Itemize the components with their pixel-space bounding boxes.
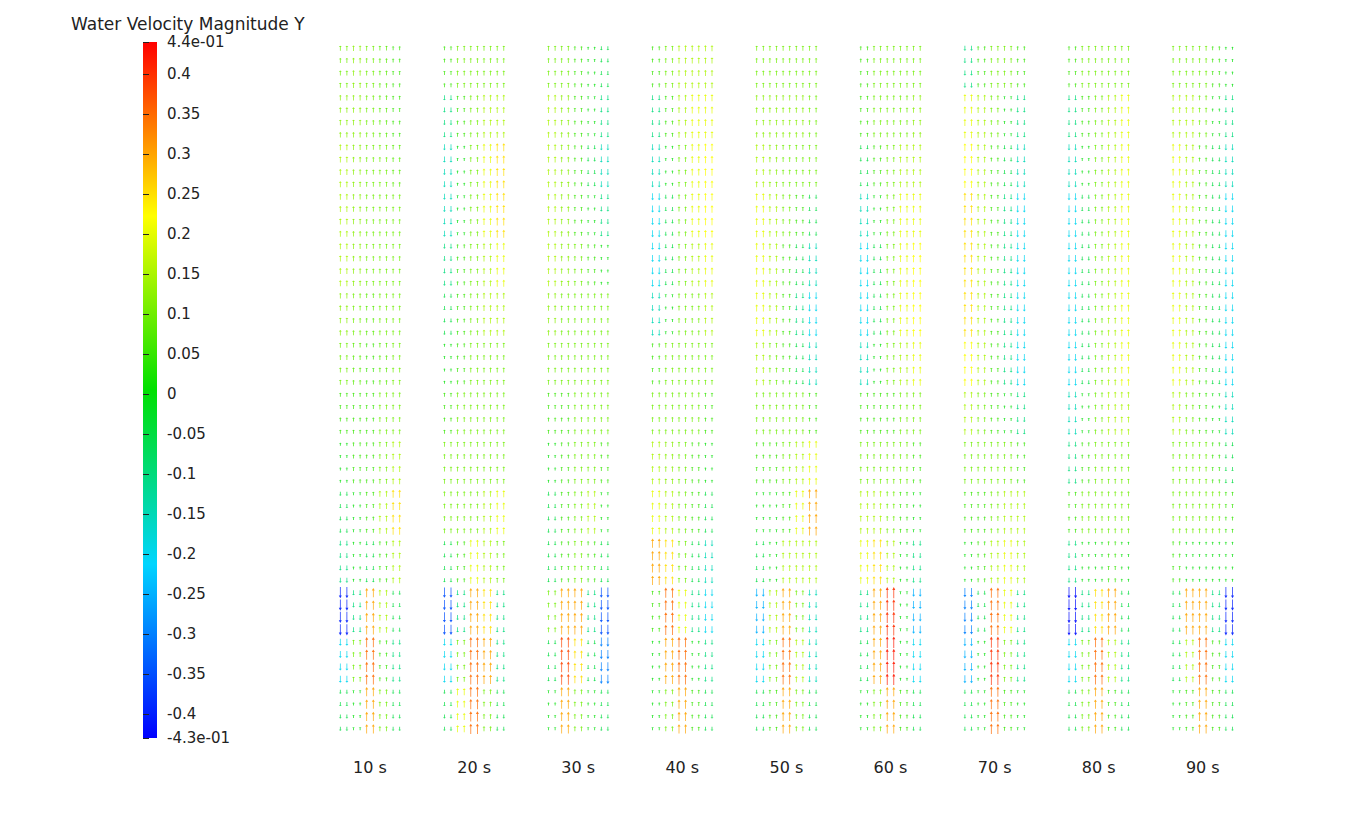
svg-text:4.4e-01: 4.4e-01 [167, 33, 225, 51]
svg-text:0.1: 0.1 [167, 305, 191, 323]
svg-text:40 s: 40 s [665, 758, 699, 777]
svg-text:0.3: 0.3 [167, 145, 191, 163]
svg-text:0.4: 0.4 [167, 65, 191, 83]
svg-text:-0.4: -0.4 [167, 705, 196, 723]
svg-text:0.25: 0.25 [167, 185, 200, 203]
svg-text:30 s: 30 s [561, 758, 595, 777]
svg-text:0.35: 0.35 [167, 105, 200, 123]
svg-text:0.05: 0.05 [167, 345, 200, 363]
svg-text:70 s: 70 s [978, 758, 1012, 777]
svg-text:-0.35: -0.35 [167, 665, 206, 683]
svg-text:-0.2: -0.2 [167, 545, 196, 563]
svg-text:-0.3: -0.3 [167, 625, 196, 643]
svg-text:-0.1: -0.1 [167, 465, 196, 483]
svg-text:0.2: 0.2 [167, 225, 191, 243]
svg-text:60 s: 60 s [874, 758, 908, 777]
svg-text:80 s: 80 s [1082, 758, 1116, 777]
svg-text:90 s: 90 s [1186, 758, 1220, 777]
svg-text:0.15: 0.15 [167, 265, 200, 283]
svg-text:-0.25: -0.25 [167, 585, 206, 603]
svg-text:-0.05: -0.05 [167, 425, 206, 443]
svg-text:Water Velocity Magnitude Y: Water Velocity Magnitude Y [71, 14, 305, 34]
svg-text:0: 0 [167, 385, 177, 403]
svg-text:50 s: 50 s [770, 758, 804, 777]
svg-text:-0.15: -0.15 [167, 505, 206, 523]
svg-text:10 s: 10 s [353, 758, 387, 777]
svg-text:-4.3e-01: -4.3e-01 [167, 729, 230, 747]
svg-text:20 s: 20 s [457, 758, 491, 777]
